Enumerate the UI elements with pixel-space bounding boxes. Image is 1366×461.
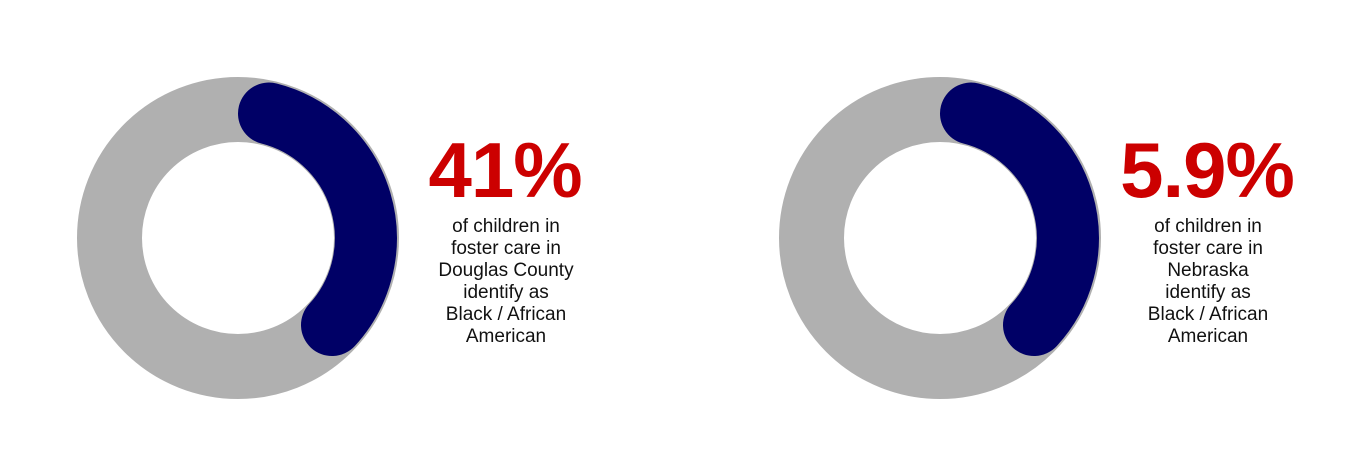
caption-line: Black / African bbox=[1148, 304, 1268, 325]
caption-line: Douglas County bbox=[438, 260, 574, 281]
caption-line: American bbox=[466, 326, 546, 347]
caption-line: Nebraska bbox=[1167, 260, 1249, 281]
stat-value: 5.9% bbox=[1120, 126, 1294, 214]
donut-arc bbox=[238, 82, 397, 356]
caption-line: foster care in bbox=[1153, 238, 1263, 259]
donut-arc bbox=[940, 82, 1099, 356]
caption-line: of children in bbox=[1154, 216, 1262, 237]
caption-line: identify as bbox=[463, 282, 549, 303]
caption-line: of children in bbox=[452, 216, 560, 237]
caption-line: identify as bbox=[1165, 282, 1251, 303]
caption-line: Black / African bbox=[446, 304, 566, 325]
caption-line: American bbox=[1168, 326, 1248, 347]
caption-line: foster care in bbox=[451, 238, 561, 259]
stat-value: 41% bbox=[428, 126, 581, 214]
